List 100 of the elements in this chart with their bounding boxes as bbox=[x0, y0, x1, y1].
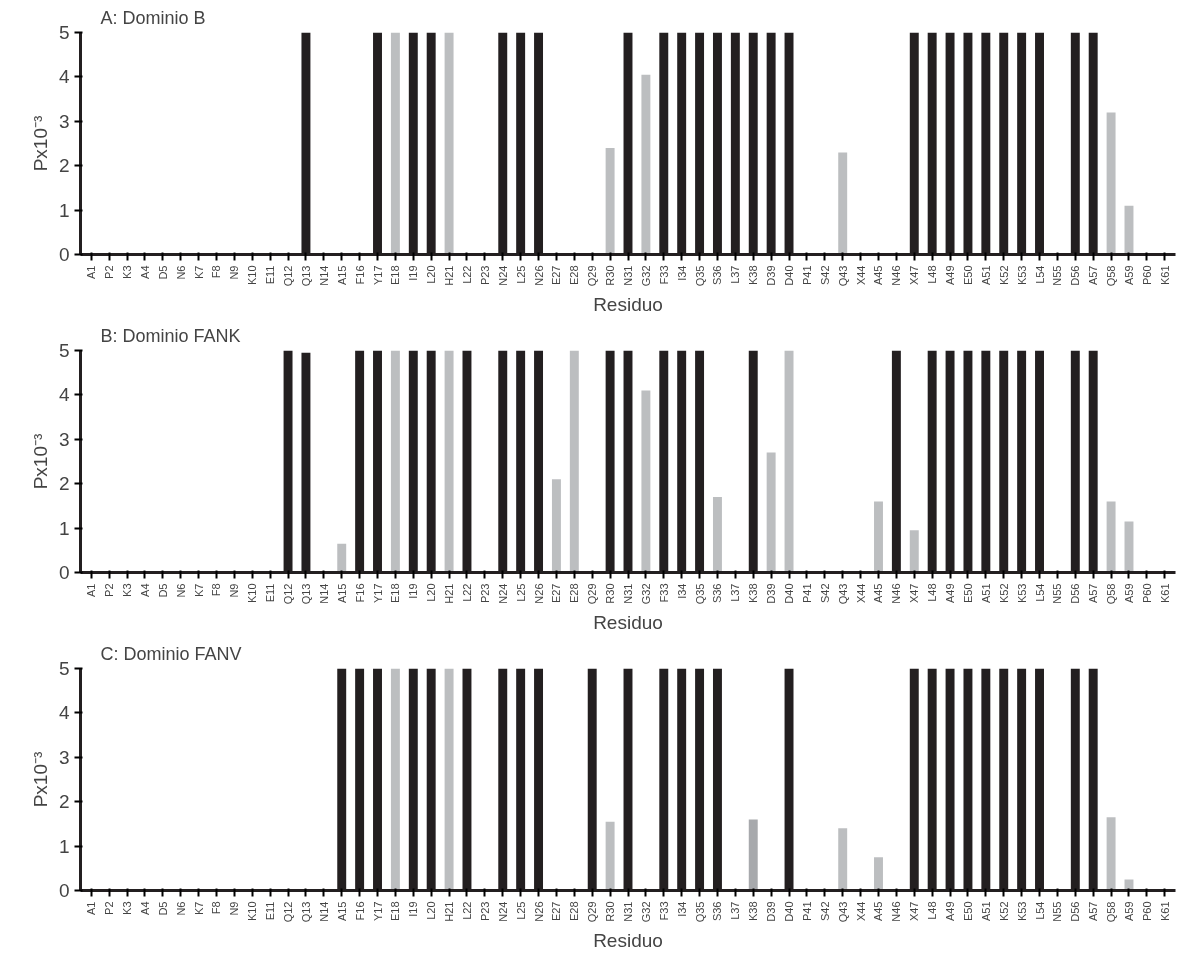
x-tick-label: A15 bbox=[335, 265, 348, 286]
x-tick-label: N46 bbox=[890, 583, 903, 604]
y-tick-label: 2 bbox=[58, 473, 70, 495]
y-tick-label: 1 bbox=[58, 199, 70, 221]
x-tick-label: A1 bbox=[85, 265, 98, 279]
y-tick-label: 0 bbox=[58, 562, 70, 583]
x-tick-label: Q13 bbox=[299, 583, 312, 605]
x-tick-label: D56 bbox=[1069, 583, 1082, 604]
y-tick-label: 3 bbox=[58, 428, 70, 450]
x-tick-label: A51 bbox=[979, 901, 992, 922]
x-tick-label: Y17 bbox=[371, 901, 384, 922]
x-tick-label: F16 bbox=[353, 901, 366, 921]
x-tick-label: K38 bbox=[747, 901, 760, 922]
x-tick-label: N6 bbox=[174, 901, 187, 916]
x-tick-label: N6 bbox=[174, 265, 187, 280]
x-tick-label: L25 bbox=[514, 901, 527, 920]
x-tick-label: N31 bbox=[622, 265, 634, 286]
x-tick-label: L25 bbox=[514, 583, 527, 602]
x-tick-label: R30 bbox=[604, 583, 617, 604]
x-tick-label: Q58 bbox=[1105, 265, 1118, 287]
x-tick-label: X47 bbox=[908, 583, 921, 604]
y-tick-label: 1 bbox=[58, 517, 70, 539]
x-tick-label: L25 bbox=[514, 265, 527, 284]
x-tick-label: P23 bbox=[478, 583, 491, 604]
y-axis-title: Px10⁻³ bbox=[29, 115, 51, 172]
y-axis-title: Px10⁻³ bbox=[29, 433, 51, 490]
x-tick-label: S36 bbox=[711, 583, 724, 604]
x-tick-label: N9 bbox=[228, 901, 241, 916]
chart-title: C: Dominio FANV bbox=[100, 643, 242, 664]
x-tick-label: Q43 bbox=[836, 265, 849, 287]
x-tick-label: A1 bbox=[85, 583, 98, 597]
x-tick-label: I19 bbox=[407, 901, 420, 917]
y-tick-label: 2 bbox=[58, 791, 70, 813]
x-tick-label: K38 bbox=[747, 265, 760, 286]
bar bbox=[605, 821, 615, 891]
x-tick-label: E28 bbox=[568, 265, 581, 286]
x-tick-label: F8 bbox=[210, 901, 223, 915]
x-tick-label: A15 bbox=[335, 583, 348, 604]
x-tick-label: K3 bbox=[121, 901, 134, 915]
x-tick-label: S42 bbox=[818, 583, 831, 604]
y-tick-label: 5 bbox=[58, 340, 70, 361]
x-tick-label: A15 bbox=[335, 901, 348, 922]
x-tick-label: E28 bbox=[568, 901, 581, 922]
x-tick-label: A45 bbox=[872, 265, 885, 286]
x-tick-label: S36 bbox=[711, 901, 724, 922]
x-tick-label: I34 bbox=[675, 901, 688, 917]
x-tick-label: E18 bbox=[389, 265, 402, 286]
x-tick-label: L22 bbox=[460, 583, 473, 602]
y-tick-label: 4 bbox=[58, 384, 70, 406]
chart-title: A: Dominio B bbox=[100, 7, 206, 28]
y-tick-label: 5 bbox=[58, 658, 70, 679]
x-tick-label: N9 bbox=[228, 583, 241, 598]
bar bbox=[641, 74, 651, 255]
x-tick-label: S36 bbox=[711, 265, 724, 286]
x-tick-label: P2 bbox=[103, 583, 116, 597]
x-tick-label: E50 bbox=[961, 265, 974, 286]
x-tick-label: K10 bbox=[246, 583, 259, 604]
x-tick-label: F16 bbox=[353, 583, 366, 603]
x-tick-label: D40 bbox=[783, 583, 796, 604]
bar bbox=[605, 147, 615, 255]
x-tick-label: K61 bbox=[1158, 583, 1171, 604]
x-tick-label: N55 bbox=[1051, 901, 1064, 922]
x-tick-label: L37 bbox=[729, 901, 742, 920]
x-tick-label: K7 bbox=[192, 583, 205, 597]
x-tick-label: Y17 bbox=[371, 583, 384, 604]
x-tick-label: I34 bbox=[675, 583, 688, 599]
x-tick-label: L48 bbox=[926, 583, 939, 602]
bar bbox=[444, 350, 454, 573]
y-tick-label: 3 bbox=[58, 110, 70, 132]
x-tick-label: A45 bbox=[872, 583, 885, 604]
x-tick-label: L22 bbox=[460, 265, 473, 284]
x-tick-label: K3 bbox=[121, 583, 134, 597]
x-tick-label: Q35 bbox=[693, 901, 706, 923]
bar bbox=[784, 350, 794, 573]
bar bbox=[641, 390, 651, 573]
x-tick-label: P60 bbox=[1140, 901, 1153, 922]
bar bbox=[838, 152, 848, 255]
x-tick-label: P2 bbox=[103, 901, 116, 915]
x-tick-label: N6 bbox=[174, 583, 187, 598]
bar bbox=[874, 501, 883, 573]
bar bbox=[766, 452, 776, 573]
bar bbox=[748, 819, 758, 891]
x-tick-label: X44 bbox=[854, 583, 867, 604]
x-tick-label: A4 bbox=[138, 583, 151, 597]
x-tick-label: E28 bbox=[568, 583, 581, 604]
x-tick-label: I19 bbox=[407, 265, 420, 281]
x-tick-label: L54 bbox=[1033, 583, 1046, 602]
x-axis-title: Residuo bbox=[593, 294, 663, 316]
bar bbox=[551, 479, 561, 573]
x-tick-label: A57 bbox=[1087, 583, 1100, 604]
x-tick-label: N14 bbox=[317, 265, 330, 286]
x-tick-label: A49 bbox=[944, 265, 957, 286]
x-tick-label: N55 bbox=[1051, 265, 1064, 286]
x-tick-label: X44 bbox=[854, 901, 867, 922]
x-tick-label: A57 bbox=[1087, 265, 1100, 286]
x-tick-label: N46 bbox=[890, 901, 903, 922]
x-tick-label: K52 bbox=[997, 265, 1010, 286]
x-tick-label: L54 bbox=[1033, 265, 1046, 284]
x-tick-label: E27 bbox=[550, 901, 563, 922]
x-tick-label: H21 bbox=[443, 265, 456, 286]
